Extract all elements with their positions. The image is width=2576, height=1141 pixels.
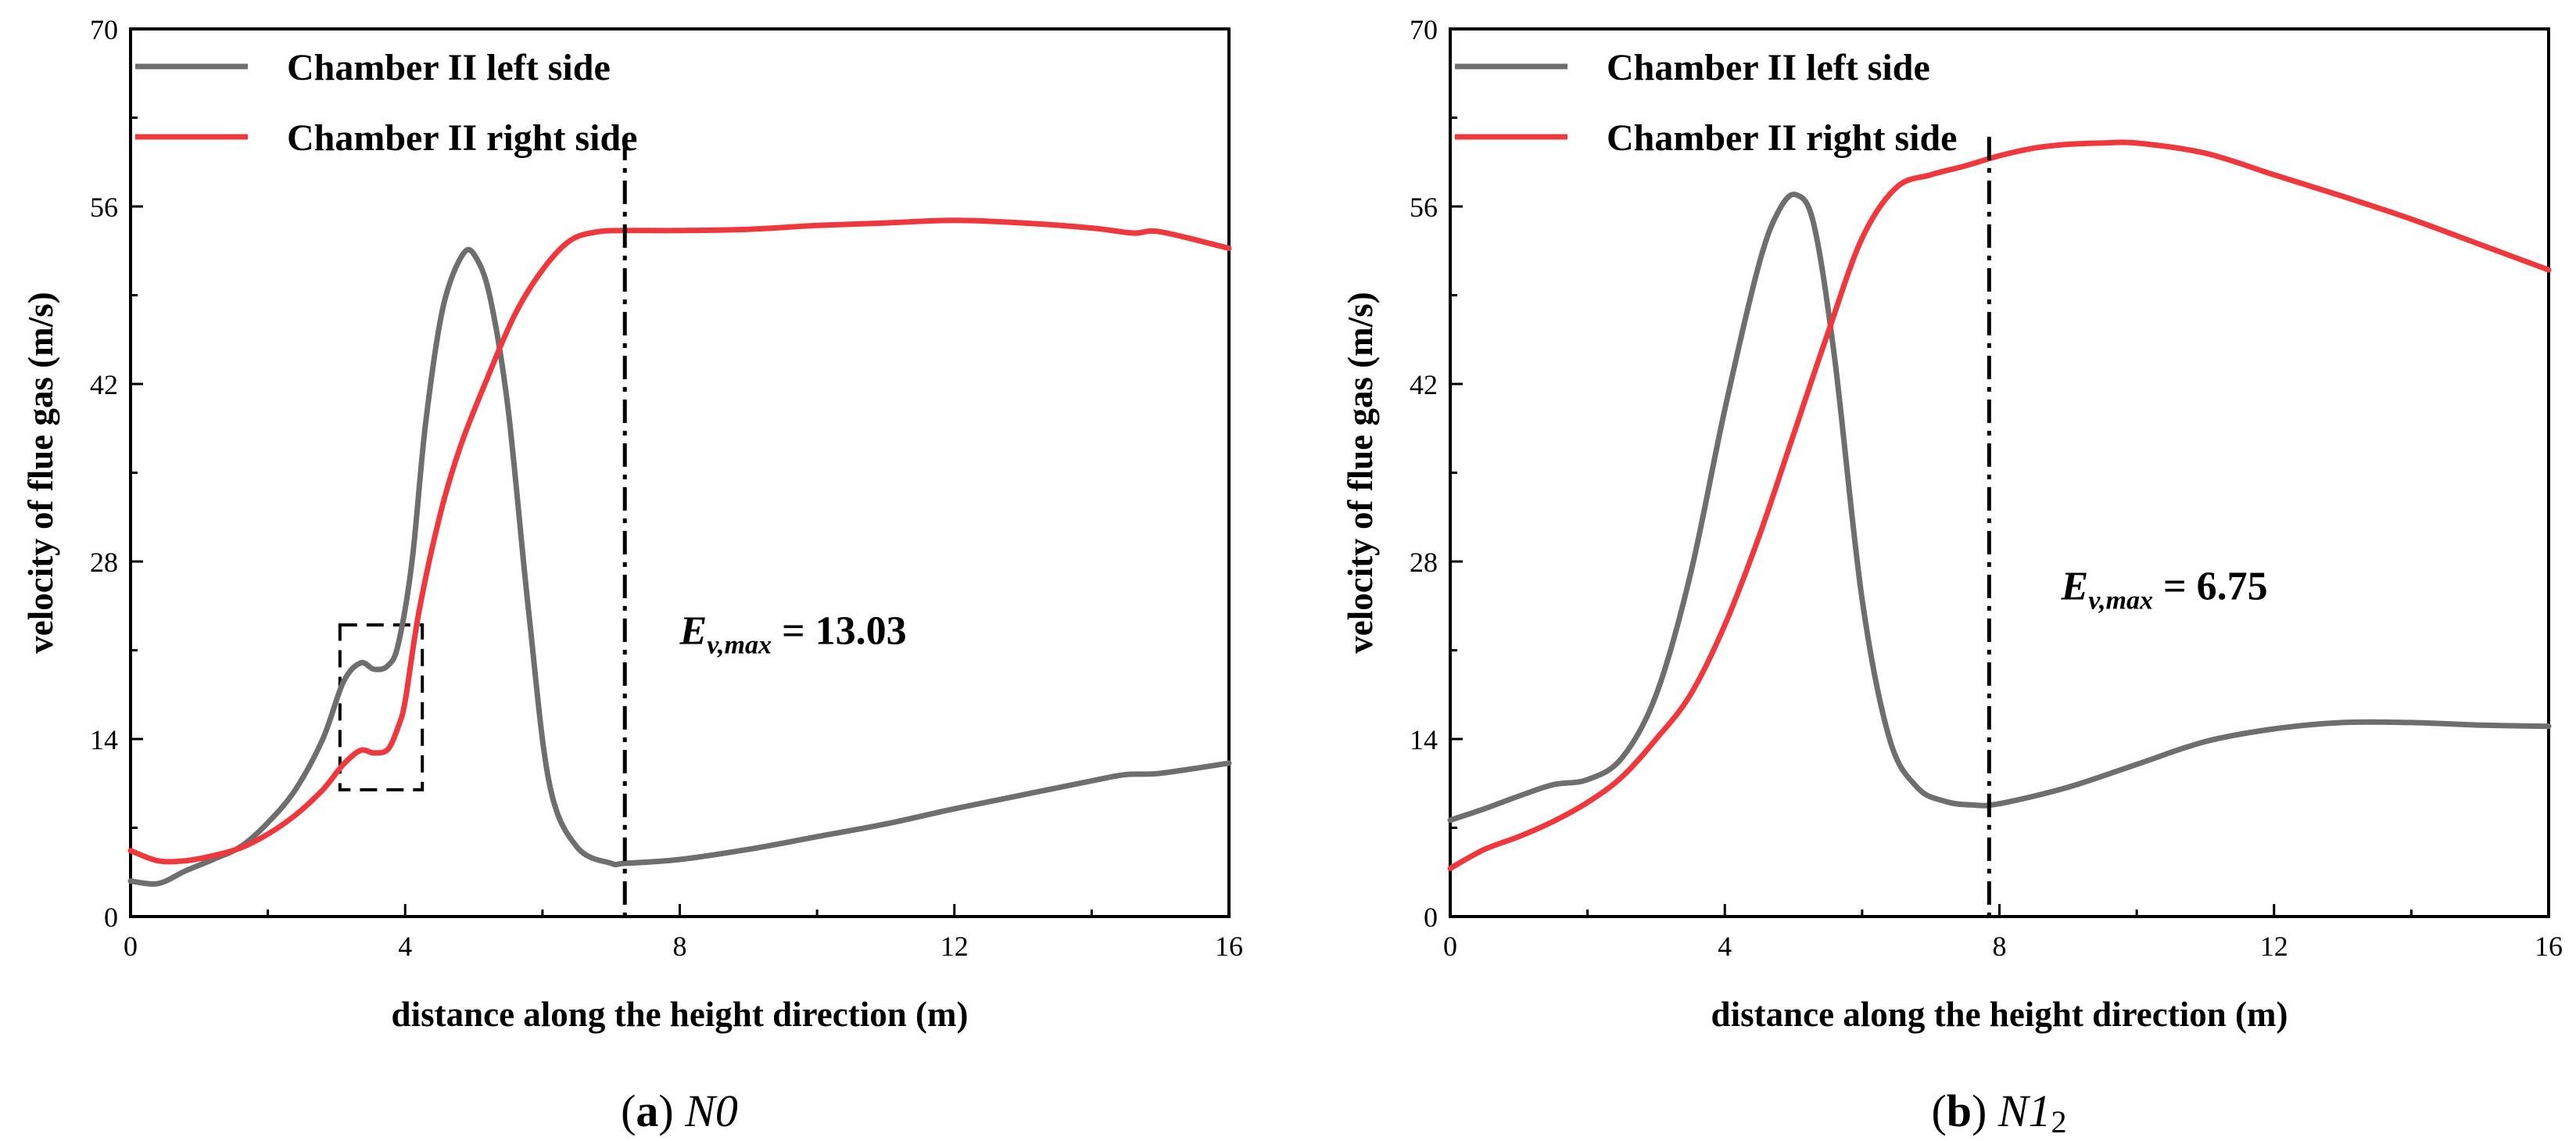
legend-label: Chamber II left side bbox=[287, 47, 611, 88]
caption-close-paren: ) bbox=[658, 1085, 685, 1136]
annotation-text: Ev,max = 13.03 bbox=[679, 608, 907, 659]
y-tick-label: 42 bbox=[1410, 369, 1438, 400]
annotation-text: Ev,max = 6.75 bbox=[2061, 565, 2268, 615]
annotation-variable: E bbox=[679, 608, 708, 653]
series-line-left-side bbox=[127, 246, 1232, 887]
y-tick-label: 56 bbox=[90, 192, 118, 223]
x-tick-label: 8 bbox=[673, 931, 687, 962]
legend-label: Chamber II left side bbox=[1607, 47, 1930, 88]
annotation-variable: E bbox=[2061, 565, 2089, 609]
highlight-box bbox=[338, 623, 425, 791]
legend-label: Chamber II right side bbox=[1607, 117, 1957, 159]
x-tick-label: 0 bbox=[124, 931, 138, 962]
y-axis-title: velocity of flue gas (m/s) bbox=[1341, 292, 1380, 653]
panel-b: 0 4 8 12 16 0 14 28 42 56 70 distance along the hei… bbox=[1341, 14, 2563, 1139]
y-tick-label: 0 bbox=[1424, 902, 1438, 933]
annotation-value: 13.03 bbox=[815, 608, 907, 653]
annotation-subscript: v,max bbox=[2088, 587, 2153, 615]
y-tick-label: 28 bbox=[1410, 547, 1438, 578]
series-line-right-side bbox=[127, 217, 1232, 865]
annotation-value: 6.75 bbox=[2197, 565, 2268, 609]
y-axis-title: velocity of flue gas (m/s) bbox=[21, 292, 60, 653]
y-tick-label: 14 bbox=[1410, 724, 1438, 755]
series-line-right-side bbox=[1447, 139, 2552, 871]
x-tick-label: 12 bbox=[2260, 931, 2288, 962]
plot-frame bbox=[129, 27, 1231, 918]
annotation-equals: = bbox=[2153, 565, 2197, 609]
y-tick-label: 42 bbox=[90, 369, 118, 400]
panel-caption: (a) N0 bbox=[621, 1085, 738, 1136]
y-tick-label: 70 bbox=[1410, 14, 1438, 45]
x-axis-title: distance along the height direction (m) bbox=[1711, 995, 2288, 1034]
caption-name: N0 bbox=[684, 1085, 738, 1136]
caption-close-paren: ) bbox=[1972, 1085, 1998, 1136]
y-tick-label: 56 bbox=[1410, 192, 1438, 223]
x-tick-label: 4 bbox=[1718, 931, 1732, 962]
annotation-subscript: v,max bbox=[707, 630, 772, 659]
x-tick-label: 16 bbox=[2535, 931, 2563, 962]
x-tick-label: 12 bbox=[940, 931, 969, 962]
annotation-equals: = bbox=[772, 608, 815, 653]
caption-open-paren: ( bbox=[1931, 1085, 1946, 1136]
x-axis-title: distance along the height direction (m) bbox=[392, 995, 969, 1034]
caption-panel-letter: b bbox=[1947, 1085, 1972, 1136]
caption-open-paren: ( bbox=[621, 1085, 636, 1136]
panel-a: 0 4 8 12 16 0 14 28 42 56 70 distance along the hei… bbox=[21, 14, 1243, 1136]
x-tick-label: 4 bbox=[398, 931, 412, 962]
legend-label: Chamber II right side bbox=[287, 117, 637, 159]
x-tick-label: 16 bbox=[1215, 931, 1243, 962]
y-tick-label: 70 bbox=[90, 14, 118, 45]
caption-panel-letter: a bbox=[636, 1085, 658, 1136]
x-tick-label: 0 bbox=[1443, 931, 1457, 962]
caption-subscript: 2 bbox=[2051, 1104, 2067, 1139]
y-tick-label: 14 bbox=[90, 724, 118, 755]
panel-caption: (b) N12 bbox=[1931, 1085, 2066, 1139]
y-tick-label: 28 bbox=[90, 547, 118, 578]
y-tick-label: 0 bbox=[104, 902, 118, 933]
caption-name: N1 bbox=[1997, 1085, 2051, 1136]
series-line-left-side bbox=[1447, 192, 2552, 823]
x-tick-label: 8 bbox=[1993, 931, 2007, 962]
